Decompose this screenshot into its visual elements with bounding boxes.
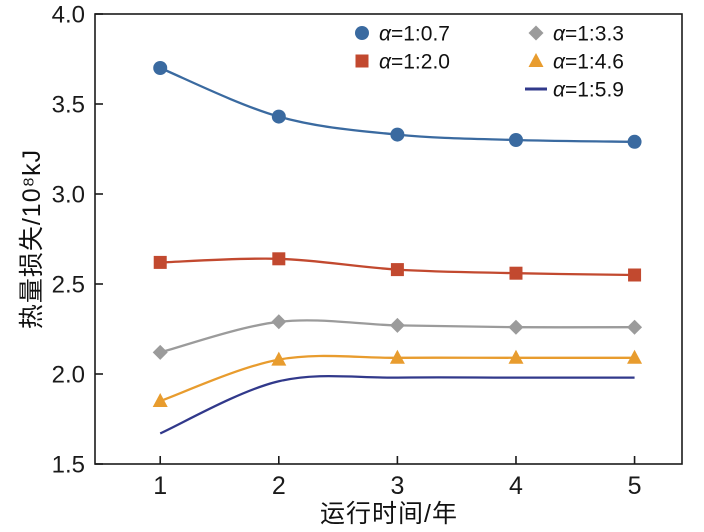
diamond-marker xyxy=(528,25,544,41)
y-tick-label: 1.5 xyxy=(52,451,85,478)
square-marker xyxy=(272,252,286,266)
legend-item-0: α=1:0.7 xyxy=(355,22,450,45)
series-0 xyxy=(153,61,642,149)
legend-item-4: α=1:5.9 xyxy=(525,78,624,101)
x-axis-label: 运行时间/年 xyxy=(320,500,458,528)
series-1 xyxy=(153,252,642,282)
triangle-marker xyxy=(271,351,287,366)
legend-label: α=1:5.9 xyxy=(553,78,624,101)
square-marker xyxy=(628,268,642,282)
legend-label: α=1:0.7 xyxy=(379,22,450,45)
triangle-marker xyxy=(528,53,544,67)
plot-frame xyxy=(94,13,683,465)
legend-label: α=1:2.0 xyxy=(379,50,450,73)
y-tick-label: 3.0 xyxy=(52,181,85,208)
diamond-marker xyxy=(271,314,287,330)
diamond-marker xyxy=(152,344,168,360)
series-4 xyxy=(159,374,635,435)
circle-marker xyxy=(271,109,286,124)
circle-marker xyxy=(508,133,523,147)
square-marker xyxy=(355,54,369,68)
circle-marker xyxy=(627,134,642,149)
y-axis-label: 热量损失/10⁸kJ xyxy=(18,148,46,330)
legend-item-1: α=1:2.0 xyxy=(355,50,450,73)
series-3 xyxy=(152,349,643,407)
x-tick-label: 5 xyxy=(628,472,642,500)
triangle-marker xyxy=(389,349,405,364)
series-line xyxy=(159,374,635,435)
x-tick-label: 1 xyxy=(153,472,167,500)
diamond-marker xyxy=(627,319,643,335)
triangle-marker xyxy=(152,393,168,407)
square-marker xyxy=(509,266,523,280)
legend-label: α=1:4.6 xyxy=(553,50,624,73)
circle-marker xyxy=(153,61,168,75)
x-tick-label: 2 xyxy=(272,472,286,500)
axis-ticks: 1.5 2.0 2.5 3.0 3.5 4.0 1 2 3 4 5 xyxy=(52,1,642,500)
square-marker xyxy=(390,263,404,277)
diamond-marker xyxy=(508,319,524,335)
triangle-marker xyxy=(508,349,524,364)
y-tick-label: 4.0 xyxy=(52,1,85,28)
x-tick-label: 4 xyxy=(509,472,523,500)
triangle-marker xyxy=(627,349,643,364)
square-marker xyxy=(153,255,167,269)
diamond-marker xyxy=(389,317,405,333)
series-2 xyxy=(152,314,643,360)
legend-label: α=1:3.3 xyxy=(553,22,624,45)
legend: α=1:0.7 α=1:2.0 α=1:3.3 α=1:4.6 α=1:5.9 xyxy=(355,22,624,101)
legend-item-3: α=1:4.6 xyxy=(528,50,624,73)
y-tick-label: 3.5 xyxy=(52,91,85,118)
y-tick-label: 2.0 xyxy=(52,361,85,388)
circle-marker xyxy=(390,127,405,142)
circle-marker xyxy=(355,26,369,40)
legend-item-2: α=1:3.3 xyxy=(528,22,624,45)
y-tick-label: 2.5 xyxy=(52,271,85,298)
x-tick-label: 3 xyxy=(390,472,404,500)
